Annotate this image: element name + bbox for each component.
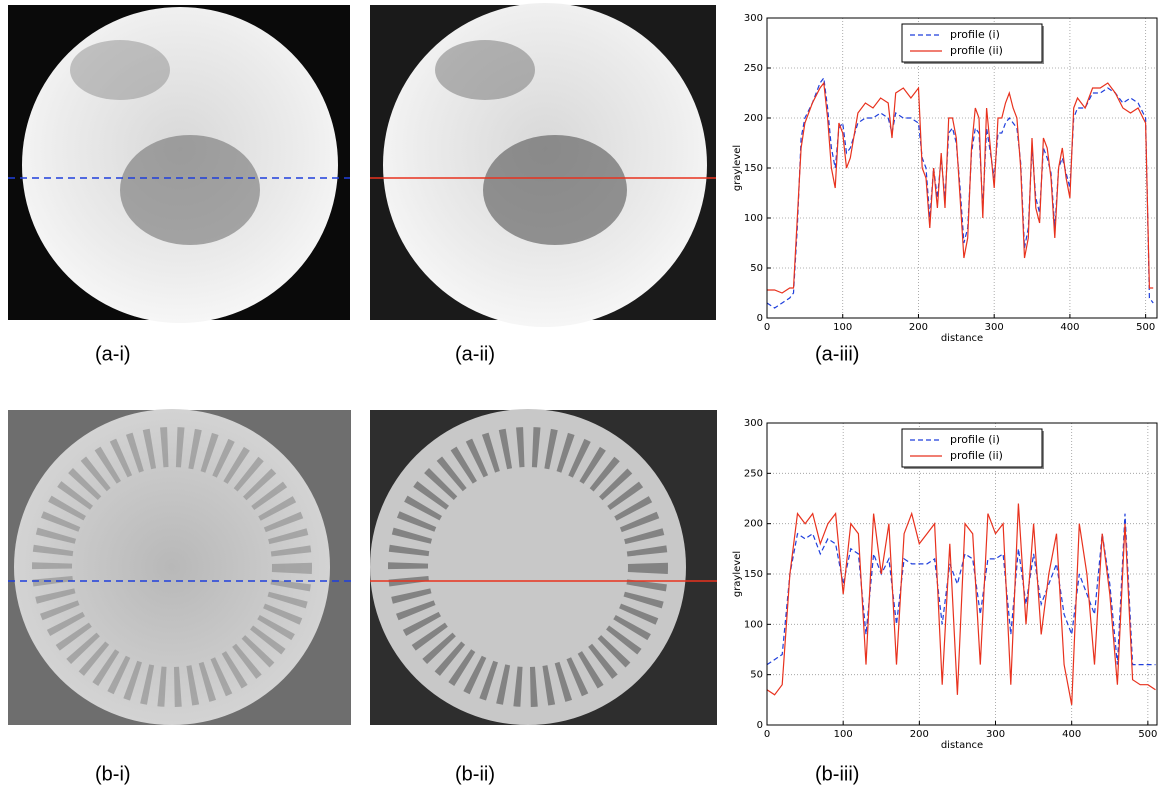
plot-frame — [766, 422, 1158, 726]
y-tick-label: 200 — [744, 519, 763, 530]
legend-label: profile (ii) — [950, 449, 1003, 462]
y-tick-label: 100 — [744, 619, 763, 630]
legend-label: profile (i) — [950, 28, 1000, 41]
panel-label: (a-iii) — [815, 343, 859, 365]
legend-label: profile (ii) — [950, 44, 1003, 57]
panel-label: (b-ii) — [455, 763, 495, 785]
y-tick-label: 250 — [744, 63, 763, 74]
data-line — [766, 513, 1156, 666]
y-axis-label: graylevel — [732, 551, 743, 597]
x-axis-label: distance — [941, 740, 983, 751]
y-tick-label: 250 — [744, 468, 763, 479]
image-a-ii — [370, 3, 716, 327]
x-axis-label: distance — [941, 333, 983, 344]
y-tick-label: 300 — [744, 418, 763, 429]
y-tick-label: 50 — [750, 670, 763, 681]
y-tick-label: 150 — [744, 569, 763, 580]
panel-label: (a-i) — [95, 343, 131, 365]
x-tick-label: 200 — [909, 322, 928, 333]
x-tick-label: 100 — [833, 322, 852, 333]
image-b-i — [8, 409, 351, 725]
legend-box — [901, 23, 1043, 63]
x-tick-label: 0 — [764, 729, 770, 740]
panel-label: (a-ii) — [455, 343, 495, 365]
plot-frame — [766, 17, 1158, 319]
data-line — [767, 81, 1154, 294]
x-tick-label: 300 — [985, 322, 1004, 333]
x-tick-label: 300 — [986, 729, 1005, 740]
y-tick-label: 200 — [744, 113, 763, 124]
y-tick-label: 300 — [744, 13, 763, 24]
y-tick-label: 100 — [744, 213, 763, 224]
panel-label: (b-i) — [95, 763, 131, 785]
x-tick-label: 0 — [764, 322, 770, 333]
x-tick-label: 500 — [1138, 729, 1157, 740]
legend-box — [901, 428, 1043, 468]
x-tick-label: 400 — [1060, 322, 1079, 333]
data-line — [766, 503, 1156, 706]
x-tick-label: 400 — [1062, 729, 1081, 740]
legend-label: profile (i) — [950, 433, 1000, 446]
panel-label: (b-iii) — [815, 763, 859, 785]
image-b-ii — [370, 409, 717, 725]
y-tick-label: 0 — [757, 313, 763, 324]
x-tick-label: 100 — [834, 729, 853, 740]
y-tick-label: 150 — [744, 163, 763, 174]
x-tick-label: 200 — [910, 729, 929, 740]
image-a-i — [8, 5, 350, 323]
y-tick-label: 50 — [750, 263, 763, 274]
y-tick-label: 0 — [757, 720, 763, 731]
data-line — [766, 76, 1154, 309]
y-axis-label: graylevel — [732, 145, 743, 191]
x-tick-label: 500 — [1136, 322, 1155, 333]
